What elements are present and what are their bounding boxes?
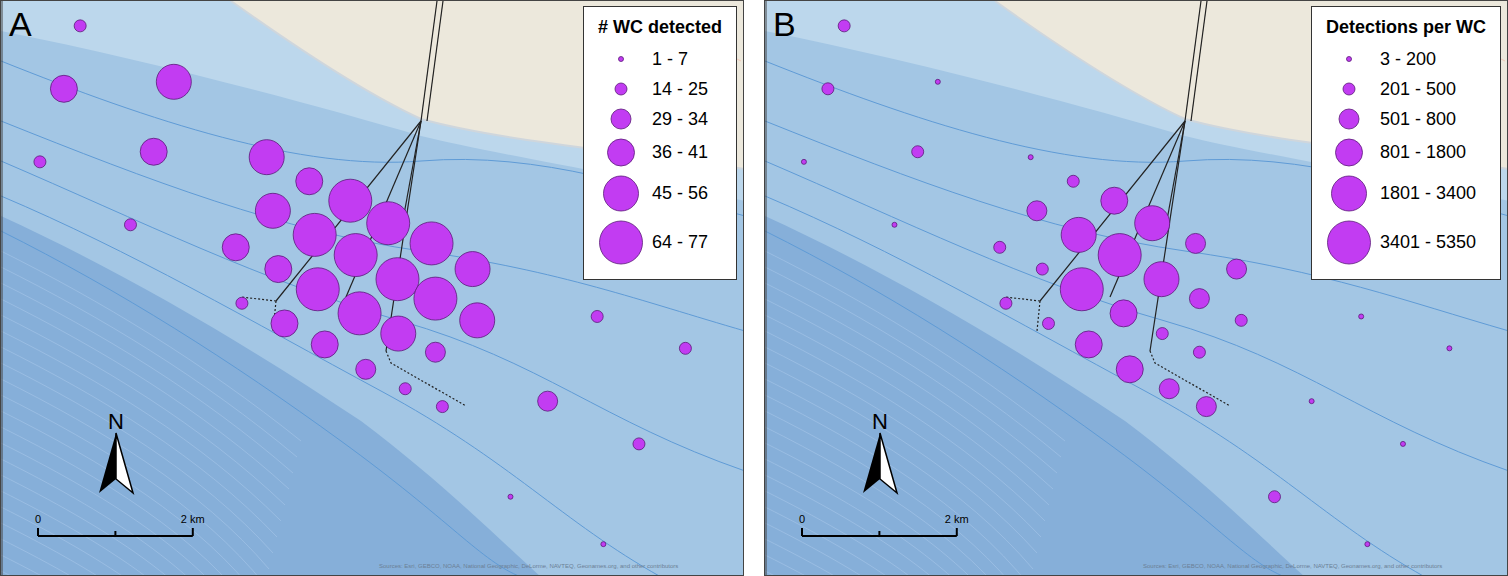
html-text:14 - 25: 14 - 25: [652, 78, 708, 99]
svg-text:N: N: [872, 409, 888, 434]
svg-text:Sources: Esri, GEBCO, NOAA, Na: Sources: Esri, GEBCO, NOAA, National Geo…: [379, 563, 678, 569]
html-text:3401 - 5350: 3401 - 5350: [1380, 232, 1477, 252]
html-text:201 - 500: 201 - 500: [1380, 78, 1456, 99]
html-text:1 - 7: 1 - 7: [652, 48, 688, 69]
svg-text:2 km: 2 km: [181, 513, 205, 525]
svg-text:2 km: 2 km: [945, 513, 969, 525]
html-text:1801 - 3400: 1801 - 3400: [1380, 183, 1477, 203]
svg-text:0: 0: [799, 513, 805, 525]
html-text:Detections per WC: Detections per WC: [1326, 17, 1486, 37]
html-text:B: B: [773, 5, 796, 43]
html-text:64 - 77: 64 - 77: [652, 232, 708, 252]
html-text:801 - 1800: 801 - 1800: [1380, 142, 1466, 162]
svg-text:N: N: [108, 409, 124, 434]
html-text:45 - 56: 45 - 56: [652, 183, 708, 203]
html-text:29 - 34: 29 - 34: [652, 108, 708, 129]
svg-text:0: 0: [35, 513, 41, 525]
html-text:# WC detected: # WC detected: [598, 17, 722, 37]
html-text:36 - 41: 36 - 41: [652, 142, 708, 162]
html-text:501 - 800: 501 - 800: [1380, 108, 1456, 129]
html-text:3 - 200: 3 - 200: [1380, 48, 1436, 69]
html-text:A: A: [9, 5, 32, 43]
svg-text:Sources: Esri, GEBCO, NOAA, Na: Sources: Esri, GEBCO, NOAA, National Geo…: [1143, 563, 1442, 569]
